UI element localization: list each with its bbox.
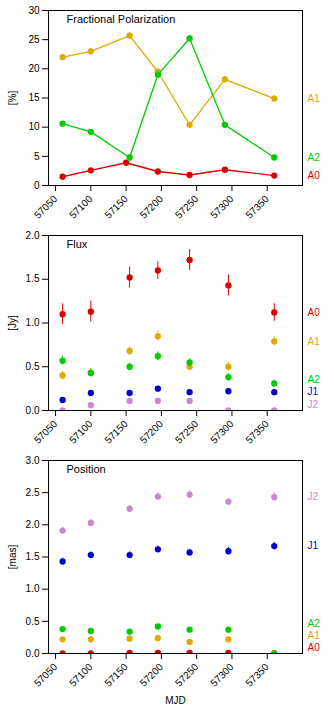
svg-text:2.0: 2.0 [26, 519, 40, 530]
svg-text:57200: 57200 [138, 418, 166, 446]
svg-text:57350: 57350 [243, 661, 271, 689]
svg-text:[%]: [%] [7, 91, 18, 106]
svg-text:A0: A0 [308, 307, 321, 318]
svg-text:0: 0 [34, 180, 40, 191]
svg-text:A1: A1 [308, 630, 321, 641]
svg-text:57050: 57050 [32, 418, 60, 446]
svg-text:A1: A1 [308, 93, 321, 104]
svg-text:A2: A2 [308, 618, 321, 629]
svg-text:2.5: 2.5 [26, 487, 40, 498]
svg-text:15: 15 [28, 92, 40, 103]
svg-text:10: 10 [28, 121, 40, 132]
svg-text:J2: J2 [308, 399, 319, 410]
svg-text:57100: 57100 [67, 661, 95, 689]
svg-text:57050: 57050 [32, 193, 60, 221]
svg-text:0.5: 0.5 [26, 361, 40, 372]
svg-text:0.0: 0.0 [26, 405, 40, 416]
svg-text:J1: J1 [308, 540, 319, 551]
svg-text:1.0: 1.0 [26, 317, 40, 328]
svg-text:57150: 57150 [102, 193, 130, 221]
svg-text:J1: J1 [308, 386, 319, 397]
svg-text:57250: 57250 [173, 193, 201, 221]
svg-text:0.5: 0.5 [26, 616, 40, 627]
svg-text:57100: 57100 [67, 193, 95, 221]
svg-text:A2: A2 [308, 152, 321, 163]
svg-text:57300: 57300 [208, 418, 236, 446]
svg-text:A0: A0 [308, 170, 321, 181]
svg-text:Flux: Flux [67, 238, 88, 250]
svg-text:2.0: 2.0 [26, 230, 40, 241]
svg-text:30: 30 [28, 5, 40, 16]
svg-text:57200: 57200 [138, 193, 166, 221]
svg-text:1.5: 1.5 [26, 551, 40, 562]
svg-text:1.0: 1.0 [26, 583, 40, 594]
svg-text:A2: A2 [308, 374, 321, 385]
svg-text:[mas]: [mas] [7, 545, 18, 570]
svg-text:57300: 57300 [208, 193, 236, 221]
svg-text:57150: 57150 [102, 661, 130, 689]
svg-text:MJD: MJD [165, 695, 186, 706]
svg-text:20: 20 [28, 63, 40, 74]
svg-text:57250: 57250 [173, 661, 201, 689]
svg-text:57250: 57250 [173, 418, 201, 446]
svg-text:5: 5 [34, 151, 40, 162]
svg-text:Fractional Polarization: Fractional Polarization [67, 13, 176, 25]
svg-text:57350: 57350 [243, 193, 271, 221]
svg-text:Position: Position [67, 463, 106, 475]
svg-text:J2: J2 [308, 491, 319, 502]
svg-text:57300: 57300 [208, 661, 236, 689]
svg-text:57200: 57200 [138, 661, 166, 689]
svg-text:1.5: 1.5 [26, 273, 40, 284]
svg-text:57350: 57350 [243, 418, 271, 446]
svg-text:57050: 57050 [32, 661, 60, 689]
svg-text:3.0: 3.0 [26, 455, 40, 466]
svg-text:A1: A1 [308, 336, 321, 347]
svg-text:25: 25 [28, 34, 40, 45]
svg-text:[Jy]: [Jy] [7, 315, 18, 331]
svg-text:A0: A0 [308, 642, 321, 653]
svg-text:57100: 57100 [67, 418, 95, 446]
svg-text:0.0: 0.0 [26, 648, 40, 659]
svg-text:57150: 57150 [102, 418, 130, 446]
